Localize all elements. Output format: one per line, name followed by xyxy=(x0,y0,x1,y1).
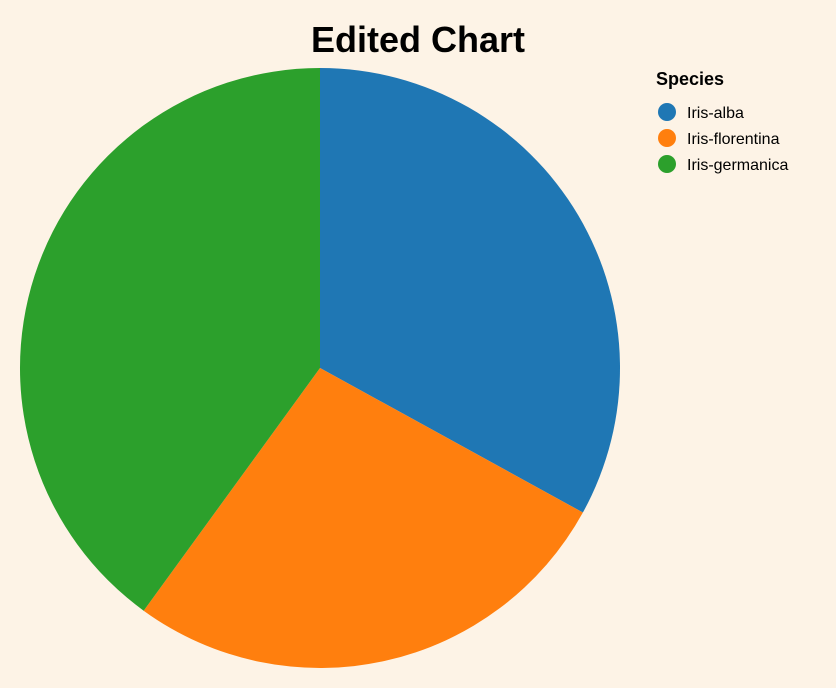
legend-title: Species xyxy=(656,69,724,89)
legend-label: Iris-germanica xyxy=(687,157,788,174)
chart-title: Edited Chart xyxy=(311,19,525,60)
pie-slice-iris-florentina[interactable] xyxy=(143,368,583,669)
legend-item-iris-germanica[interactable]: Iris-germanica xyxy=(658,155,788,174)
pie-slice-iris-germanica[interactable] xyxy=(19,68,321,611)
legend-swatch xyxy=(658,103,676,121)
legend-item-iris-florentina[interactable]: Iris-florentina xyxy=(658,129,780,148)
legend-label: Iris-florentina xyxy=(687,131,780,148)
pie-slice-iris-alba[interactable] xyxy=(320,68,621,513)
legend: Species Iris-alba Iris-florentina Iris-ger… xyxy=(656,69,788,174)
legend-swatch xyxy=(658,129,676,147)
legend-swatch xyxy=(658,155,676,173)
legend-items: Iris-alba Iris-florentina Iris-germanica xyxy=(658,103,788,174)
pie-slices xyxy=(19,68,621,669)
legend-label: Iris-alba xyxy=(687,105,744,122)
legend-item-iris-alba[interactable]: Iris-alba xyxy=(658,103,744,122)
